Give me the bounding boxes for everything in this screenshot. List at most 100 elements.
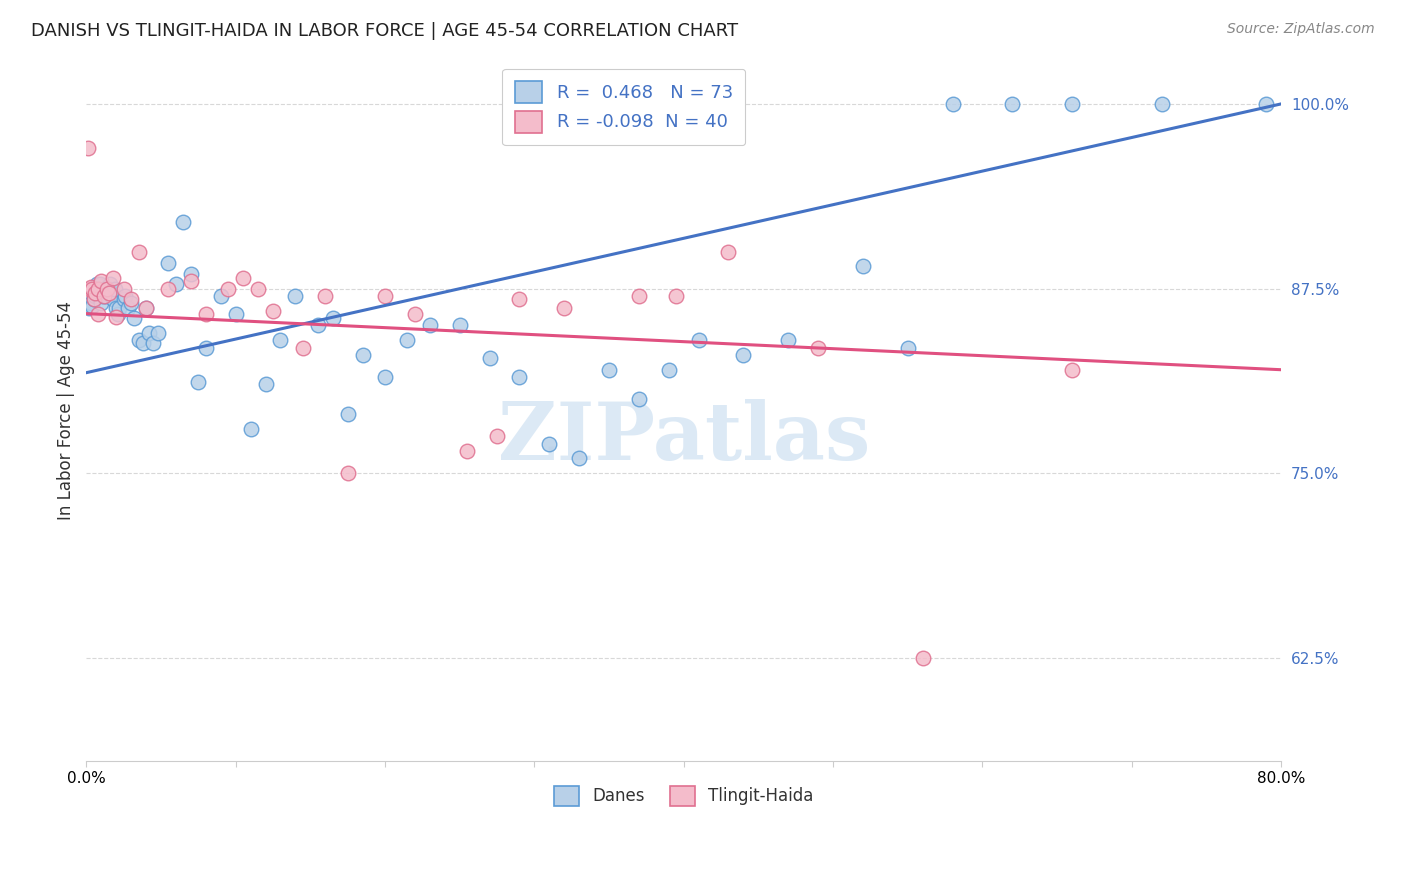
Point bbox=[254, 377, 277, 392]
Point bbox=[374, 289, 396, 303]
Point bbox=[194, 341, 217, 355]
Point bbox=[105, 310, 128, 324]
Point bbox=[404, 307, 426, 321]
Point bbox=[135, 301, 157, 315]
Point bbox=[93, 285, 115, 300]
Point bbox=[262, 303, 284, 318]
Point bbox=[76, 141, 98, 155]
Point bbox=[84, 285, 107, 300]
Point bbox=[135, 301, 157, 315]
Point bbox=[284, 289, 307, 303]
Point bbox=[146, 326, 169, 340]
Point bbox=[138, 326, 160, 340]
Point bbox=[132, 336, 155, 351]
Point bbox=[456, 444, 478, 458]
Point bbox=[897, 341, 920, 355]
Point bbox=[180, 274, 202, 288]
Point bbox=[83, 292, 105, 306]
Point bbox=[98, 277, 121, 291]
Point bbox=[852, 260, 875, 274]
Point bbox=[209, 289, 232, 303]
Point bbox=[112, 292, 135, 306]
Point bbox=[107, 307, 129, 321]
Point bbox=[941, 96, 963, 111]
Point bbox=[419, 318, 441, 333]
Point bbox=[77, 301, 100, 315]
Point bbox=[83, 292, 105, 306]
Point bbox=[94, 289, 117, 303]
Text: ZIPatlas: ZIPatlas bbox=[498, 400, 870, 477]
Point bbox=[538, 436, 561, 450]
Point bbox=[232, 271, 254, 285]
Text: Source: ZipAtlas.com: Source: ZipAtlas.com bbox=[1227, 22, 1375, 37]
Point bbox=[269, 333, 291, 347]
Point bbox=[187, 375, 209, 389]
Point bbox=[120, 292, 142, 306]
Point bbox=[89, 285, 111, 300]
Point bbox=[82, 299, 104, 313]
Point bbox=[100, 285, 122, 300]
Point bbox=[87, 289, 110, 303]
Point bbox=[90, 274, 112, 288]
Point bbox=[485, 429, 508, 443]
Point bbox=[322, 311, 344, 326]
Point bbox=[112, 281, 135, 295]
Point bbox=[508, 292, 530, 306]
Point bbox=[194, 307, 217, 321]
Point bbox=[157, 281, 180, 295]
Point bbox=[478, 351, 501, 365]
Point bbox=[86, 281, 108, 295]
Point bbox=[807, 341, 830, 355]
Point bbox=[104, 281, 127, 295]
Point bbox=[157, 256, 180, 270]
Point bbox=[665, 289, 688, 303]
Point bbox=[101, 292, 124, 306]
Point bbox=[114, 289, 136, 303]
Point bbox=[97, 281, 120, 295]
Y-axis label: In Labor Force | Age 45-54: In Labor Force | Age 45-54 bbox=[58, 301, 75, 520]
Text: DANISH VS TLINGIT-HAIDA IN LABOR FORCE | AGE 45-54 CORRELATION CHART: DANISH VS TLINGIT-HAIDA IN LABOR FORCE |… bbox=[31, 22, 738, 40]
Point bbox=[217, 281, 239, 295]
Point bbox=[80, 280, 103, 294]
Point bbox=[314, 289, 336, 303]
Point bbox=[93, 281, 115, 295]
Point bbox=[352, 348, 374, 362]
Point bbox=[128, 333, 150, 347]
Point bbox=[80, 296, 103, 310]
Point bbox=[93, 289, 115, 303]
Point bbox=[1256, 96, 1278, 111]
Point bbox=[508, 370, 530, 384]
Point bbox=[120, 296, 142, 310]
Point bbox=[1001, 96, 1024, 111]
Point bbox=[84, 289, 107, 303]
Point bbox=[1060, 362, 1083, 376]
Point bbox=[336, 466, 359, 480]
Point bbox=[87, 281, 110, 295]
Point bbox=[82, 281, 104, 295]
Point bbox=[778, 333, 800, 347]
Point bbox=[87, 307, 110, 321]
Point bbox=[568, 451, 591, 466]
Point bbox=[1150, 96, 1173, 111]
Point bbox=[911, 650, 934, 665]
Point bbox=[180, 267, 202, 281]
Point bbox=[142, 336, 165, 351]
Point bbox=[291, 341, 314, 355]
Point bbox=[165, 277, 187, 291]
Point bbox=[108, 301, 131, 315]
Point bbox=[91, 289, 114, 303]
Point bbox=[627, 289, 650, 303]
Point bbox=[225, 307, 247, 321]
Point bbox=[688, 333, 710, 347]
Point bbox=[733, 348, 755, 362]
Point bbox=[97, 285, 120, 300]
Point bbox=[336, 407, 359, 421]
Point bbox=[77, 281, 100, 295]
Point bbox=[449, 318, 471, 333]
Point bbox=[307, 318, 329, 333]
Point bbox=[105, 301, 128, 315]
Point bbox=[658, 362, 681, 376]
Point bbox=[96, 281, 118, 295]
Point bbox=[117, 301, 139, 315]
Point bbox=[239, 422, 262, 436]
